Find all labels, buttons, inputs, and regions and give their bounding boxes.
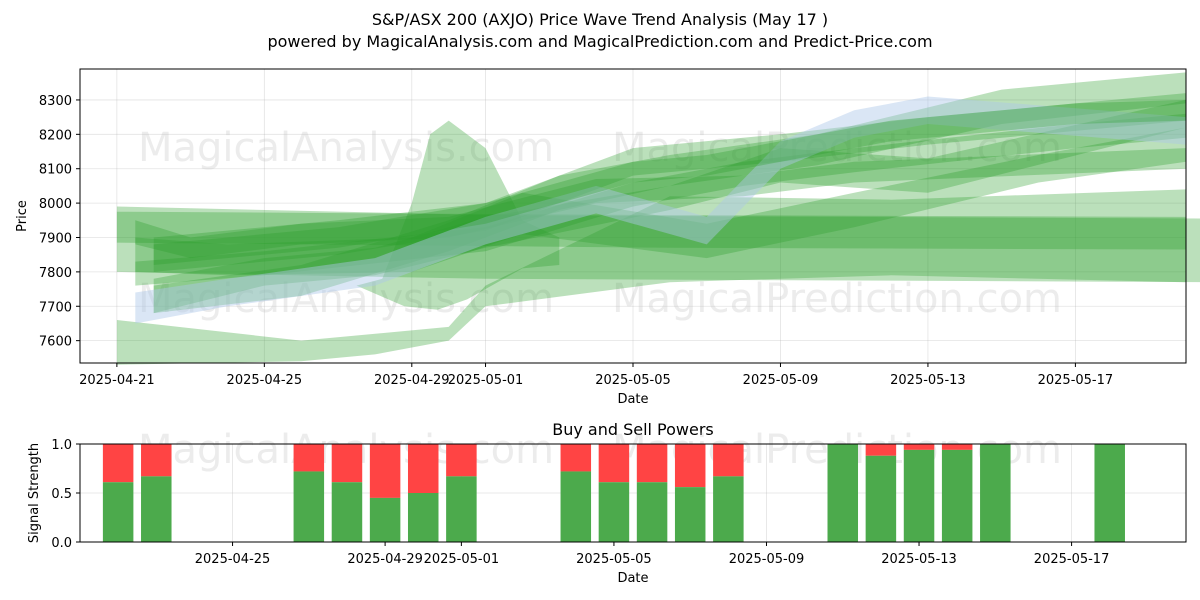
price-wave-band	[135, 127, 1186, 276]
sell-power-bar	[674, 444, 706, 488]
price-y-tick-label: 8300	[39, 94, 72, 109]
price-y-tick-label: 8200	[39, 128, 72, 143]
signal-y-axis-ticks: 0.0 0.5 1.0	[51, 438, 80, 551]
price-wave-band	[116, 211, 1186, 250]
price-y-tick-label: 8000	[39, 197, 72, 212]
buy-power-bar	[674, 487, 706, 542]
sell-power-bar	[865, 444, 897, 456]
buy-power-bar	[331, 482, 363, 542]
sell-power-bar	[293, 444, 325, 472]
sell-power-bar	[446, 444, 477, 477]
price-y-tick-label: 7900	[39, 231, 72, 246]
price-wave-bands	[116, 72, 1200, 365]
sell-power-bar	[598, 444, 630, 483]
buy-power-bar	[293, 471, 325, 542]
buy-power-bar	[141, 476, 172, 542]
sell-power-bar	[636, 444, 668, 483]
signal-x-tick-label: 2025-05-05	[576, 552, 652, 567]
watermark-top-left-1: MagicalAnalysis.com	[138, 125, 554, 171]
price-wave-band	[135, 96, 1186, 324]
sell-power-bar	[903, 444, 935, 450]
price-wave-band	[153, 93, 1187, 272]
buy-power-bar	[903, 449, 935, 542]
chart-subtitle: powered by MagicalAnalysis.com and Magic…	[267, 32, 932, 51]
signal-x-axis-label: Date	[617, 571, 648, 586]
price-x-tick-label: 2025-04-29	[374, 373, 450, 388]
watermark-top-right-1: MagicalPrediction.com	[612, 125, 1062, 171]
sell-power-bar	[407, 444, 439, 493]
signal-x-tick-label: 2025-04-25	[195, 552, 271, 567]
price-y-tick-label: 7700	[39, 300, 72, 315]
signal-x-tick-label: 2025-05-01	[424, 552, 500, 567]
sell-power-bar	[331, 444, 363, 483]
buy-power-bar	[369, 497, 401, 542]
price-wave-band	[135, 113, 1186, 286]
price-y-tick-label: 8100	[39, 163, 72, 178]
sell-power-bar	[713, 444, 744, 477]
buy-power-bar	[713, 476, 744, 542]
price-wave-band	[135, 148, 1186, 259]
chart-title: S&P/ASX 200 (AXJO) Price Wave Trend Anal…	[372, 10, 828, 29]
watermark-top-right-2: MagicalPrediction.com	[612, 276, 1062, 322]
sell-power-bar	[141, 444, 172, 477]
price-y-tick-label: 7800	[39, 266, 72, 281]
buy-power-bar	[598, 482, 630, 542]
price-wave-band	[153, 99, 1187, 266]
watermark-top-left-2: MagicalAnalysis.com	[138, 276, 554, 322]
buy-power-bar	[980, 444, 1011, 542]
price-wave-band	[116, 206, 1200, 283]
signal-y-axis-label: Signal Strength	[27, 443, 42, 543]
sell-power-bar	[560, 444, 592, 472]
price-y-axis-ticks: 7600 7700 7800 7900 8000 8100 8200 8300	[39, 94, 80, 350]
signal-x-tick-label: 2025-05-09	[729, 552, 805, 567]
buy-power-bar	[560, 471, 592, 542]
price-x-tick-label: 2025-05-09	[743, 373, 819, 388]
sell-power-bar	[369, 444, 401, 498]
price-x-tick-label: 2025-05-05	[595, 373, 671, 388]
price-plot-background	[80, 69, 1186, 363]
price-wave-band	[356, 120, 560, 310]
buy-power-bar	[636, 482, 668, 542]
sell-power-bar	[102, 444, 134, 483]
signal-y-tick-label: 0.0	[51, 536, 72, 551]
buy-power-bar	[407, 493, 439, 542]
price-x-axis-label: Date	[617, 392, 648, 407]
signal-x-tick-label: 2025-05-13	[881, 552, 957, 567]
price-x-axis-ticks: 2025-04-21 2025-04-25 2025-04-292025-05-01…	[79, 363, 1113, 388]
signal-chart-title: Buy and Sell Powers	[552, 420, 714, 439]
buy-power-bar	[1094, 444, 1125, 542]
price-x-tick-label: 2025-05-17	[1038, 373, 1114, 388]
buy-power-bar	[941, 449, 973, 542]
price-y-axis-label: Price	[15, 200, 30, 232]
signal-y-tick-label: 0.5	[51, 487, 72, 502]
price-x-tick-label: 2025-04-25	[227, 373, 303, 388]
buy-power-bar	[102, 482, 134, 542]
price-x-tick-label: 2025-04-21	[79, 373, 155, 388]
buy-power-bar	[446, 476, 477, 542]
buy-power-bar	[865, 455, 897, 542]
buy-power-bar	[827, 444, 859, 542]
price-x-tick-label: 2025-05-13	[890, 373, 966, 388]
signal-x-tick-label: 2025-04-29	[347, 552, 423, 567]
price-grid	[80, 69, 1186, 363]
signal-x-tick-label: 2025-05-17	[1034, 552, 1110, 567]
sell-power-bar	[941, 444, 973, 450]
price-wave-band	[116, 189, 1186, 365]
signal-y-tick-label: 1.0	[51, 438, 72, 453]
price-y-tick-label: 7600	[39, 335, 72, 350]
signal-bars	[102, 444, 1125, 542]
price-x-tick-label: 2025-05-01	[448, 373, 524, 388]
signal-x-axis-ticks: 2025-04-25 2025-04-29 2025-05-01 2025-05-05…	[195, 542, 1110, 567]
price-wave-band	[153, 99, 1187, 314]
price-wave-band	[153, 72, 1187, 314]
